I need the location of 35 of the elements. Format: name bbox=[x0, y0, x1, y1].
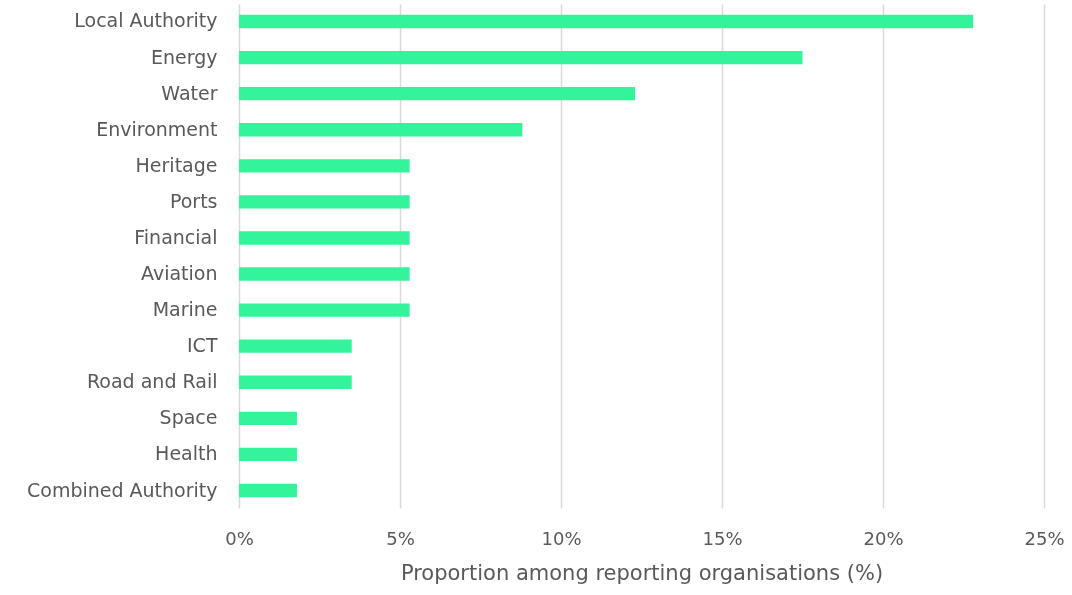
y-tick-label: Energy bbox=[150, 45, 218, 68]
bar bbox=[239, 411, 297, 426]
x-tick-label: 25% bbox=[1024, 527, 1065, 549]
y-tick-label: Space bbox=[159, 406, 218, 429]
x-tick-label: 5% bbox=[386, 527, 415, 549]
y-tick-label: Health bbox=[155, 442, 218, 465]
x-tick-label: 15% bbox=[702, 527, 743, 549]
bar bbox=[239, 447, 297, 462]
y-tick-label: Ports bbox=[169, 189, 218, 212]
bar bbox=[239, 14, 974, 29]
y-tick-label: Water bbox=[161, 81, 218, 104]
y-tick-label: Heritage bbox=[135, 153, 218, 176]
bar bbox=[239, 375, 352, 389]
y-tick-label: Combined Authority bbox=[26, 478, 218, 501]
bar bbox=[239, 86, 636, 101]
bar bbox=[239, 159, 410, 173]
y-tick-label: Environment bbox=[96, 117, 218, 140]
y-tick-label: Aviation bbox=[141, 262, 218, 285]
bar bbox=[239, 267, 410, 281]
x-tick-label: 20% bbox=[863, 527, 904, 549]
y-tick-label: Marine bbox=[152, 298, 218, 321]
y-tick-label: Local Authority bbox=[74, 9, 218, 32]
bar bbox=[239, 303, 410, 317]
y-tick-label: Financial bbox=[134, 225, 218, 248]
x-axis-title: Proportion among reporting organisations (%) bbox=[400, 560, 884, 585]
x-tick-label: 10% bbox=[541, 527, 582, 549]
y-tick-label: Road and Rail bbox=[87, 370, 218, 393]
bar bbox=[239, 123, 523, 137]
bar bbox=[239, 50, 803, 65]
bar bbox=[239, 339, 352, 353]
bar bbox=[239, 483, 297, 498]
x-tick-label: 0% bbox=[225, 527, 254, 549]
bar bbox=[239, 231, 410, 245]
bar bbox=[239, 195, 410, 209]
y-tick-label: ICT bbox=[187, 334, 218, 357]
